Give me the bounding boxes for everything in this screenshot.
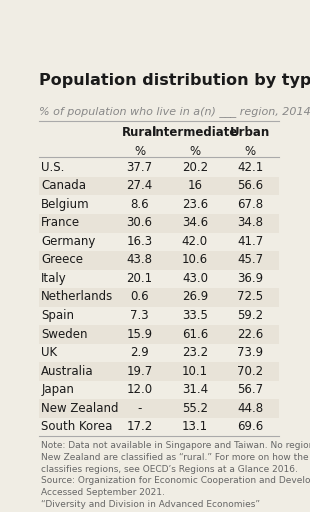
Text: 8.6: 8.6 [130,198,149,211]
Text: 70.2: 70.2 [237,365,263,378]
Text: South Korea: South Korea [41,420,113,433]
Text: 43.8: 43.8 [127,253,153,266]
Text: 12.0: 12.0 [126,383,153,396]
FancyBboxPatch shape [39,177,279,196]
Text: 26.9: 26.9 [182,290,208,304]
Text: 16.3: 16.3 [126,235,153,248]
Text: 36.9: 36.9 [237,272,263,285]
Text: Canada: Canada [41,179,86,193]
Text: 43.0: 43.0 [182,272,208,285]
Text: Urban: Urban [230,126,270,139]
Text: 42.1: 42.1 [237,161,263,174]
Text: Belgium: Belgium [41,198,90,211]
Text: Netherlands: Netherlands [41,290,113,304]
Text: 17.2: 17.2 [126,420,153,433]
FancyBboxPatch shape [39,399,279,418]
Text: Intermediate: Intermediate [152,126,238,139]
Text: 20.1: 20.1 [126,272,153,285]
Text: 15.9: 15.9 [126,328,153,340]
Text: Spain: Spain [41,309,74,322]
Text: 7.3: 7.3 [130,309,149,322]
Text: 10.6: 10.6 [182,253,208,266]
Text: 0.6: 0.6 [130,290,149,304]
Text: % of population who live in a(n) ___ region, 2014: % of population who live in a(n) ___ reg… [39,105,310,117]
Text: Population distribution by type of region: Population distribution by type of regio… [39,73,310,88]
Text: Germany: Germany [41,235,95,248]
Text: 33.5: 33.5 [182,309,208,322]
Text: 56.7: 56.7 [237,383,263,396]
Text: Greece: Greece [41,253,83,266]
Text: 34.6: 34.6 [182,217,208,229]
Text: 22.6: 22.6 [237,328,263,340]
Text: 19.7: 19.7 [126,365,153,378]
FancyBboxPatch shape [39,214,279,232]
FancyBboxPatch shape [39,362,279,381]
Text: Australia: Australia [41,365,94,378]
Text: 61.6: 61.6 [182,328,208,340]
Text: Rural: Rural [122,126,157,139]
Text: 2.9: 2.9 [130,346,149,359]
Text: 45.7: 45.7 [237,253,263,266]
Text: 10.1: 10.1 [182,365,208,378]
Text: 55.2: 55.2 [182,402,208,415]
Text: %: % [189,145,201,158]
Text: 56.6: 56.6 [237,179,263,193]
Text: Italy: Italy [41,272,67,285]
Text: UK: UK [41,346,57,359]
Text: 31.4: 31.4 [182,383,208,396]
Text: 27.4: 27.4 [126,179,153,193]
Text: Sweden: Sweden [41,328,88,340]
Text: 72.5: 72.5 [237,290,263,304]
FancyBboxPatch shape [39,251,279,270]
Text: -: - [137,402,142,415]
Text: 20.2: 20.2 [182,161,208,174]
Text: Japan: Japan [41,383,74,396]
Text: New Zealand: New Zealand [41,402,119,415]
Text: France: France [41,217,80,229]
Text: %: % [245,145,256,158]
Text: 16: 16 [188,179,202,193]
Text: 23.6: 23.6 [182,198,208,211]
Text: 23.2: 23.2 [182,346,208,359]
Text: 37.7: 37.7 [126,161,153,174]
Text: 73.9: 73.9 [237,346,263,359]
Text: 42.0: 42.0 [182,235,208,248]
Text: 41.7: 41.7 [237,235,263,248]
Text: Note: Data not available in Singapore and Taiwan. No regions in
New Zealand are : Note: Data not available in Singapore an… [41,441,310,509]
Text: 34.8: 34.8 [237,217,263,229]
Text: %: % [134,145,145,158]
FancyBboxPatch shape [39,288,279,307]
Text: 59.2: 59.2 [237,309,263,322]
FancyBboxPatch shape [39,325,279,344]
Text: 30.6: 30.6 [127,217,153,229]
Text: 44.8: 44.8 [237,402,263,415]
Text: 67.8: 67.8 [237,198,263,211]
Text: 13.1: 13.1 [182,420,208,433]
Text: 69.6: 69.6 [237,420,263,433]
Text: U.S.: U.S. [41,161,64,174]
